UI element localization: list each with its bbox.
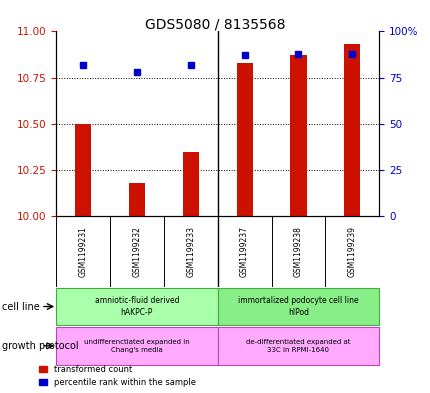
Bar <box>236 63 252 216</box>
Text: GSM1199233: GSM1199233 <box>186 226 195 277</box>
Bar <box>290 55 306 216</box>
Text: cell line: cell line <box>2 301 40 312</box>
Bar <box>344 44 359 216</box>
Text: GDS5080 / 8135568: GDS5080 / 8135568 <box>145 18 285 32</box>
Text: GSM1199238: GSM1199238 <box>293 226 302 277</box>
Text: GSM1199239: GSM1199239 <box>347 226 356 277</box>
Text: de-differentiated expanded at
33C in RPMI-1640: de-differentiated expanded at 33C in RPM… <box>246 339 350 353</box>
Bar <box>75 124 91 216</box>
Bar <box>182 152 198 216</box>
FancyBboxPatch shape <box>56 327 217 365</box>
Text: GSM1199231: GSM1199231 <box>78 226 87 277</box>
FancyBboxPatch shape <box>56 288 217 325</box>
Text: GSM1199237: GSM1199237 <box>240 226 249 277</box>
Text: growth protocol: growth protocol <box>2 341 79 351</box>
Bar <box>129 183 144 216</box>
FancyBboxPatch shape <box>217 327 378 365</box>
Text: immortalized podocyte cell line
hIPod: immortalized podocyte cell line hIPod <box>238 296 358 317</box>
Text: amniotic-fluid derived
hAKPC-P: amniotic-fluid derived hAKPC-P <box>94 296 179 317</box>
Text: undifferenctiated expanded in
Chang's media: undifferenctiated expanded in Chang's me… <box>84 339 189 353</box>
Text: GSM1199232: GSM1199232 <box>132 226 141 277</box>
Legend: transformed count, percentile rank within the sample: transformed count, percentile rank withi… <box>39 365 195 387</box>
FancyBboxPatch shape <box>217 288 378 325</box>
